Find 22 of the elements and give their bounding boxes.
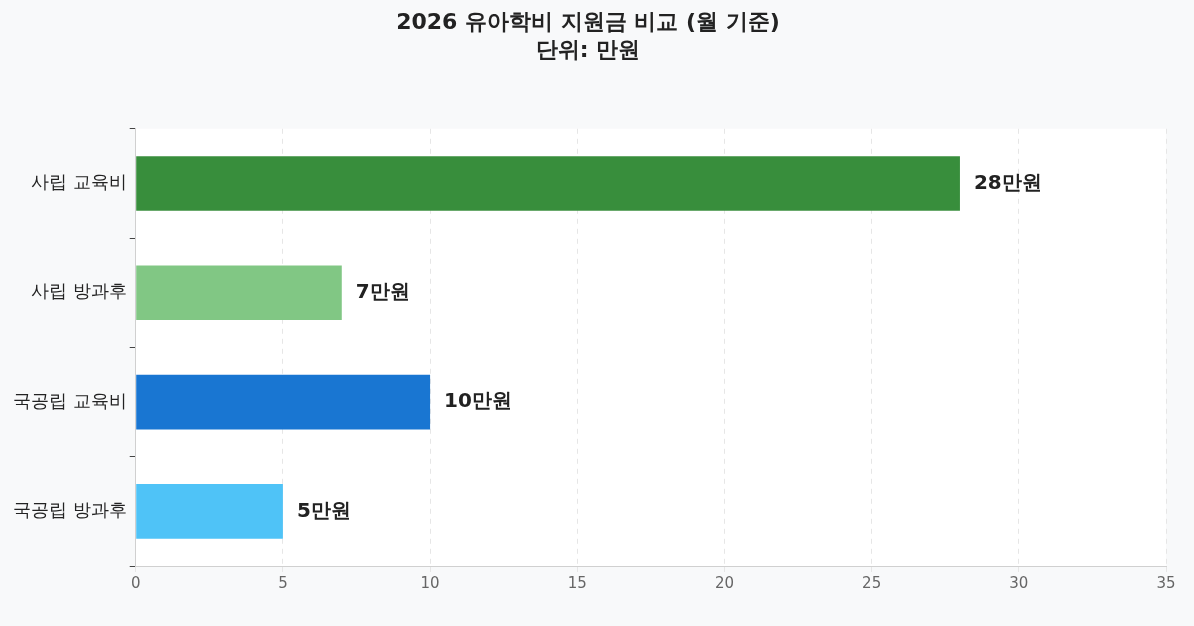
y-tick-label: 국공립 교육비	[12, 389, 127, 411]
x-tick-label: 0	[130, 573, 141, 592]
chart-subtitle: 단위: 만원	[535, 37, 641, 63]
x-tick-label: 5	[278, 573, 288, 592]
data-label: 7만원	[355, 278, 410, 303]
x-tick-label: 15	[567, 573, 587, 592]
data-label: 5만원	[296, 497, 351, 522]
x-tick-label: 20	[714, 573, 734, 592]
x-tick-label: 25	[862, 573, 882, 592]
bar	[136, 156, 960, 211]
y-tick-label: 사립 방과후	[30, 280, 127, 302]
bar	[136, 374, 431, 430]
bar	[136, 265, 342, 321]
chart-title: 2026 유아학비 지원금 비교 (월 기준)	[396, 8, 780, 34]
x-tick-label: 35	[1156, 573, 1176, 592]
data-label: 10만원	[444, 388, 512, 413]
y-tick-label: 사립 교육비	[30, 171, 127, 193]
x-tick-label: 10	[420, 573, 440, 592]
y-tick-label: 국공립 방과후	[12, 499, 127, 521]
bar	[136, 484, 283, 539]
x-tick-label: 30	[1009, 573, 1029, 592]
data-label: 28만원	[973, 169, 1042, 194]
